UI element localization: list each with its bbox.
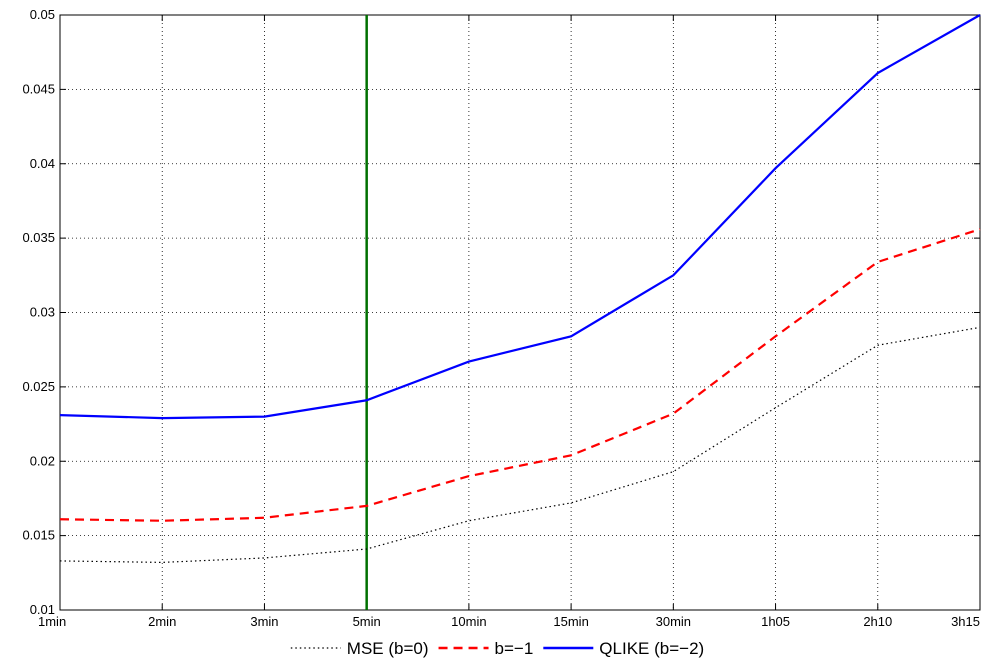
x-tick-label: 3min [250, 614, 278, 629]
x-tick-label: 30min [656, 614, 691, 629]
x-tick-label: 2h10 [863, 614, 892, 629]
legend-label: MSE (b=0) [347, 639, 429, 658]
x-axis: 1min 2min 3min 5min 10min 15min 30min 1h05 2h10 3… [38, 15, 981, 629]
legend-label: QLIKE (b=−2) [599, 639, 704, 658]
y-tick-label: 0.025 [22, 379, 55, 394]
y-tick-label: 0.04 [30, 156, 55, 171]
x-tick-label: 10min [451, 614, 486, 629]
y-tick-label: 0.035 [22, 230, 55, 245]
y-axis: 0.01 0.015 0.02 0.025 0.03 0.035 0.04 0.045 0.05 [22, 7, 980, 617]
x-tick-label: 5min [353, 614, 381, 629]
y-tick-label: 0.045 [22, 81, 55, 96]
x-tick-label: 15min [553, 614, 588, 629]
legend-label: b=−1 [495, 639, 534, 658]
series-line-qlike-b-2 [59, 14, 981, 420]
y-tick-label: 0.015 [22, 528, 55, 543]
x-tick-label: 3h15 [951, 614, 980, 629]
grid-lines [60, 15, 980, 610]
y-tick-label: 0.05 [30, 7, 55, 22]
series-line-b-1 [59, 228, 981, 522]
series-lines [59, 14, 981, 564]
y-tick-label: 0.01 [30, 602, 55, 617]
x-tick-label: 1h05 [761, 614, 790, 629]
y-tick-label: 0.03 [30, 305, 55, 320]
y-tick-label: 0.02 [30, 453, 55, 468]
series-line-mse-b-0 [59, 326, 981, 564]
x-tick-label: 2min [148, 614, 176, 629]
legend: MSE (b=0) b=−1 QLIKE (b=−2) [290, 639, 704, 658]
x-tick-label: 1min [38, 614, 66, 629]
